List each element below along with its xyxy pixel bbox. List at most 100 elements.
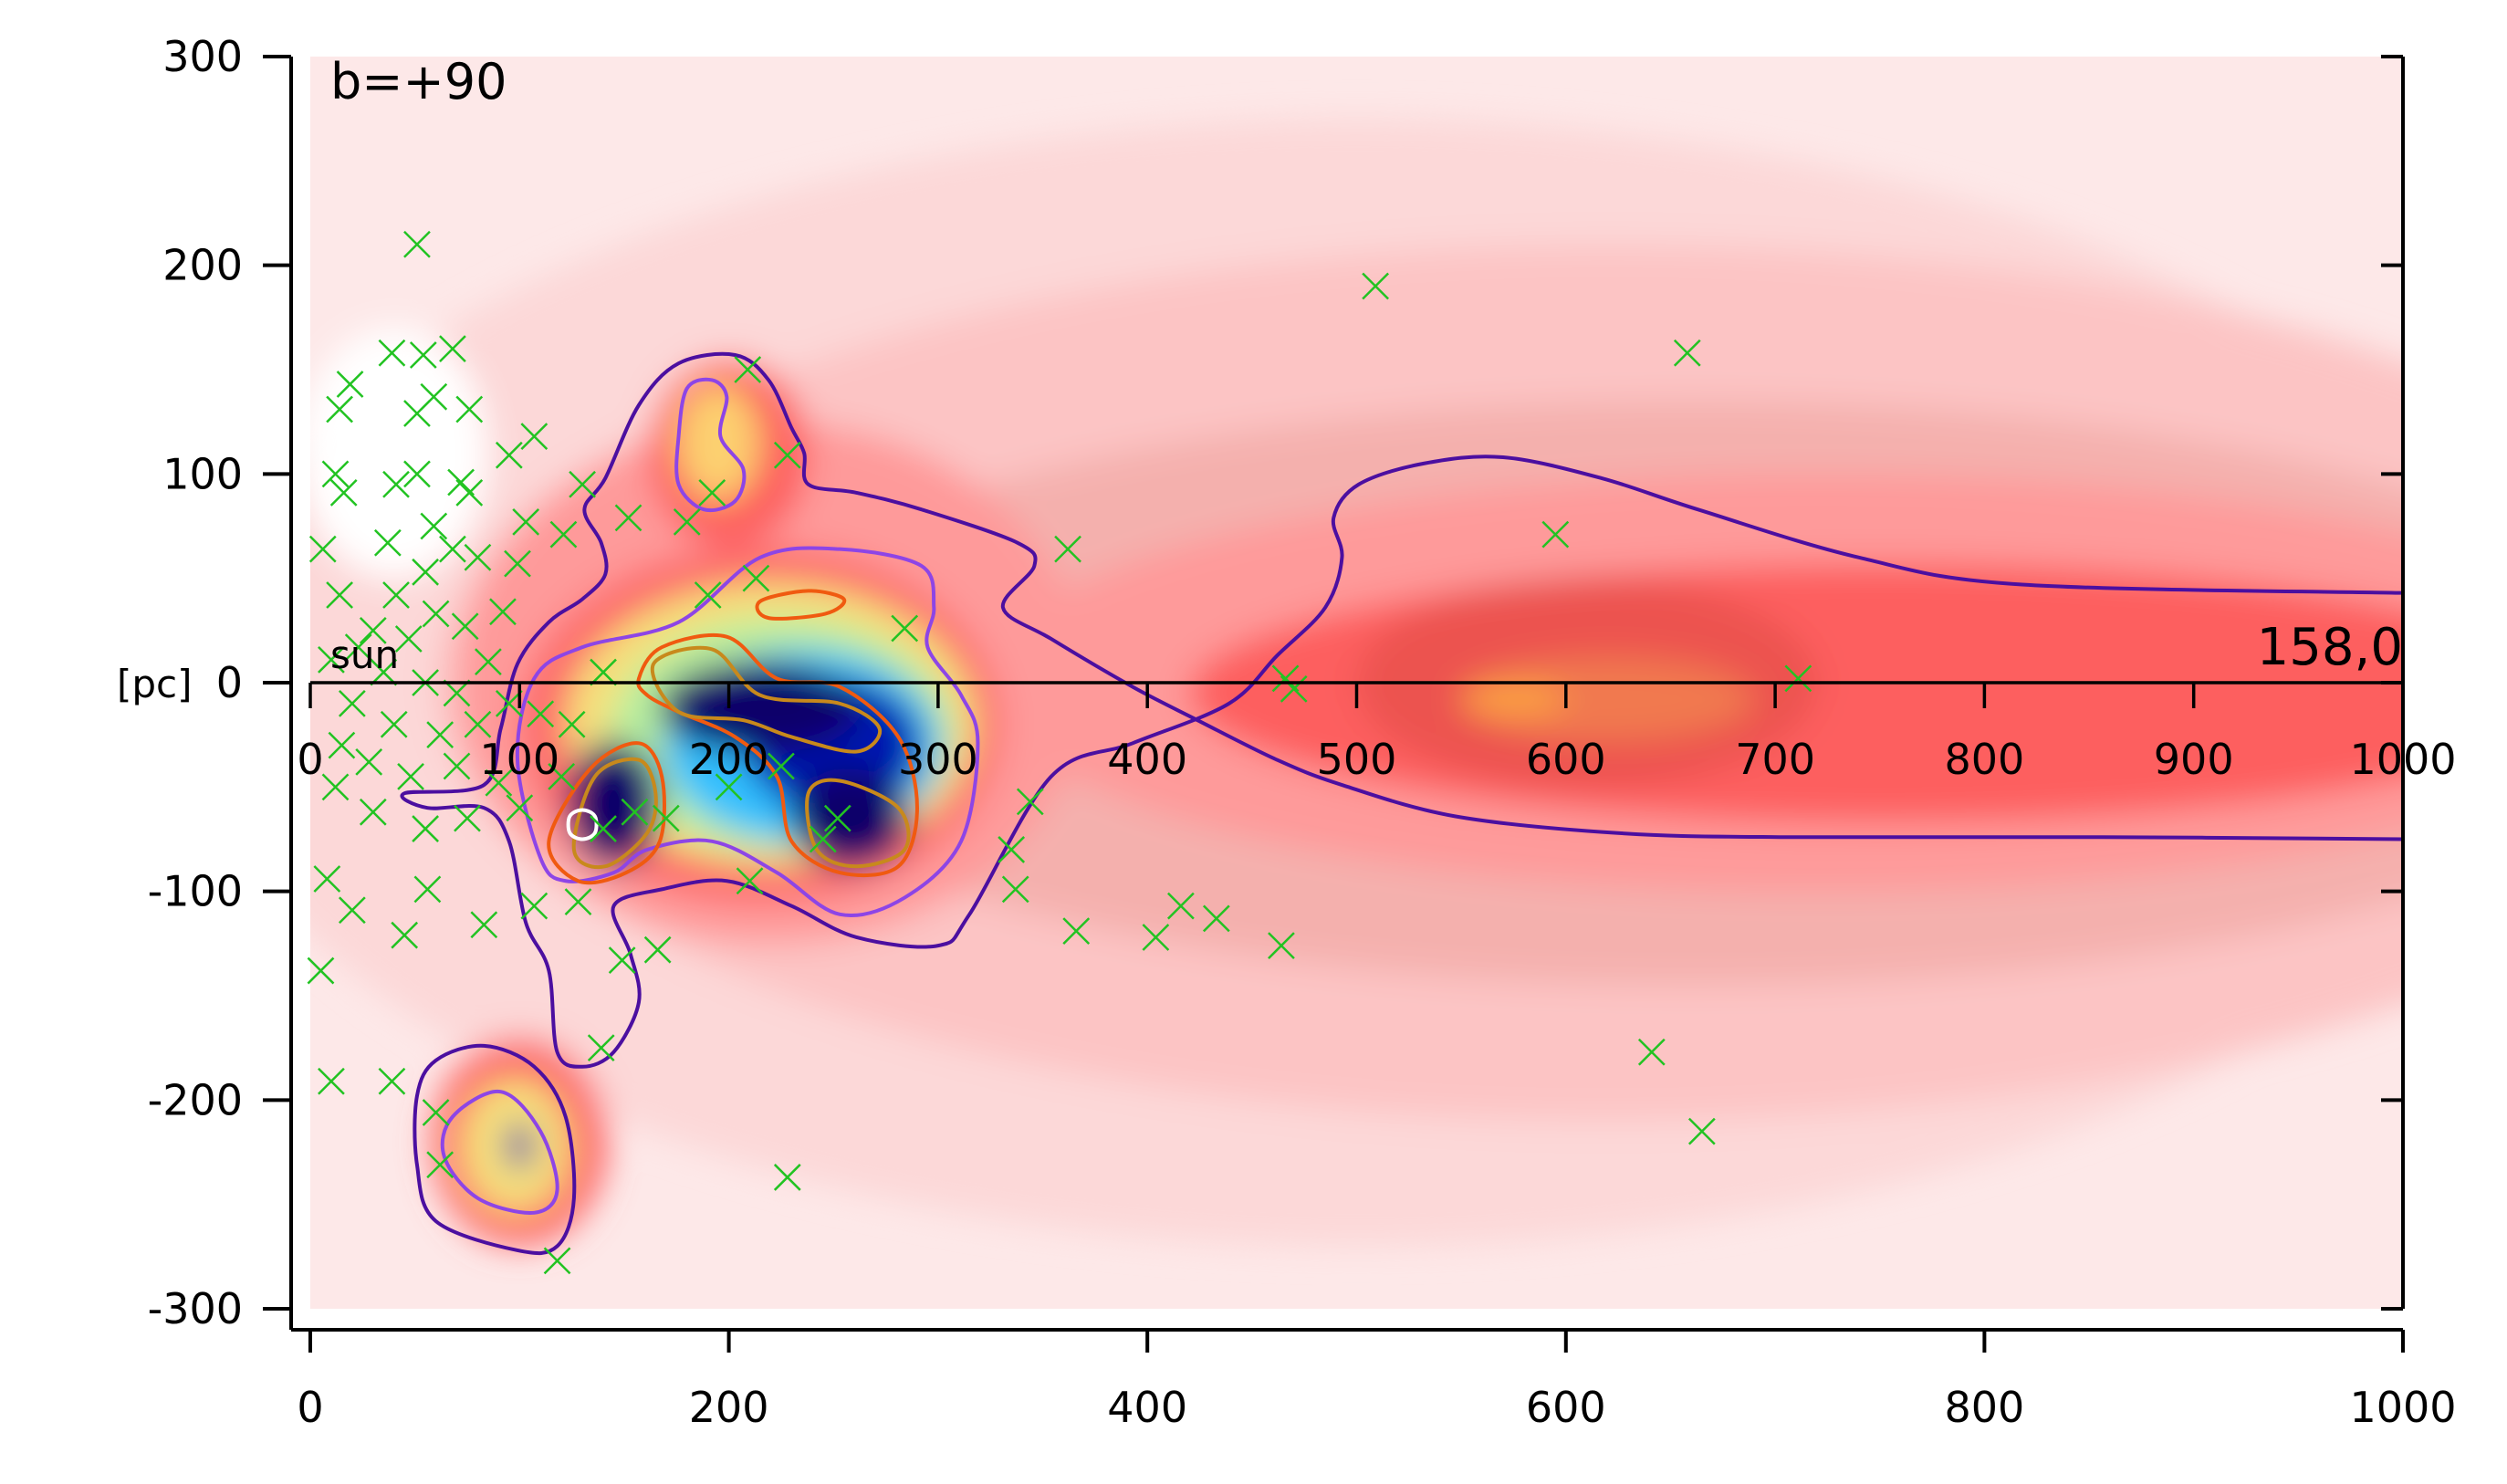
x-tick-label-inner: 200 [689, 735, 769, 784]
contour-gold [805, 778, 911, 869]
density-blob [1461, 657, 1755, 742]
scatter-cross [506, 794, 534, 822]
scatter-cross [495, 441, 523, 469]
scatter-cross [512, 508, 540, 536]
contour-orange [636, 632, 919, 877]
x-tick-label-inner: 300 [898, 735, 978, 784]
scatter-cross [520, 892, 548, 920]
scatter-cross [558, 710, 586, 738]
scatter-cross [403, 230, 431, 258]
scatter-cross [397, 763, 424, 790]
scatter-cross [520, 423, 548, 451]
scatter-cross [412, 558, 439, 586]
scatter-cross [321, 460, 350, 488]
scatter-cross [475, 648, 502, 676]
scatter-cross [455, 479, 484, 507]
scatter-cross [403, 460, 431, 488]
scatter-cross [313, 865, 341, 893]
x-tick-label-bottom: 200 [689, 1383, 769, 1432]
scatter-cross [359, 616, 387, 644]
x-tick-label-inner: 700 [1735, 735, 1815, 784]
contour-gold [650, 645, 883, 754]
scatter-cross [715, 773, 743, 801]
scatter-cross [426, 721, 454, 749]
scatter-cross [1062, 917, 1091, 945]
density-blob [676, 384, 760, 502]
scatter-cross [891, 614, 919, 643]
scatter-cross [734, 356, 762, 383]
scatter-cross [318, 1067, 345, 1095]
scatter-cross [590, 658, 617, 686]
scatter-cross [394, 625, 423, 653]
scatter-cross [307, 956, 335, 985]
scatter-cross [373, 528, 402, 557]
scatter-cross [673, 508, 701, 536]
scatter-cross [422, 600, 450, 628]
scatter-cross [643, 935, 672, 964]
scatter-cross [1016, 788, 1044, 816]
scatter-cross [590, 815, 617, 842]
scatter-cross [543, 1247, 571, 1275]
scatter-cross [443, 679, 471, 707]
scatter-cross [621, 798, 649, 826]
scatter-cross [569, 470, 596, 498]
scatter-cross [608, 946, 636, 975]
scatter-cross [587, 1034, 615, 1062]
scatter-cross [1637, 1038, 1666, 1066]
scatter-cross [326, 395, 353, 423]
scatter-cross [443, 752, 471, 780]
contour-mid [515, 546, 980, 917]
corner-annotation: 158,0 [2257, 618, 2403, 677]
scatter-cross [1280, 674, 1308, 703]
y-tick-label: 200 [162, 241, 243, 290]
scatter-cross [464, 543, 492, 571]
scatter-cross [470, 911, 498, 939]
scatter-cross [321, 773, 350, 801]
scatter-cross [329, 479, 358, 507]
x-tick-label-inner: 800 [1944, 735, 2024, 784]
x-tick-label-bottom: 1000 [2349, 1383, 2456, 1432]
x-tick-label-bottom: 0 [297, 1383, 323, 1432]
scatter-cross [823, 804, 851, 832]
scatter-cross [742, 564, 770, 592]
scatter-cross [1202, 904, 1230, 933]
scatter-cross [614, 504, 642, 532]
scatter-cross [426, 1151, 454, 1179]
scatter-cross [1142, 924, 1170, 951]
contour-outer [400, 351, 2403, 1069]
scatter-cross [378, 1067, 406, 1095]
y-tick-label: -300 [148, 1284, 243, 1333]
density-blob [659, 662, 862, 754]
density-blob [1461, 683, 1566, 716]
sun-label: sun [330, 632, 399, 677]
scatter-cross [370, 658, 398, 686]
scatter-cross [773, 441, 801, 469]
x-tick-label-inner: 0 [297, 735, 323, 784]
scatter-cross [439, 335, 466, 363]
scatter-cross [694, 581, 722, 609]
x-tick-label-bottom: 400 [1107, 1383, 1187, 1432]
scatter-cross [336, 371, 364, 398]
contour-outer [413, 1043, 577, 1256]
scatter-cross [420, 512, 448, 540]
scatter-cross [422, 1099, 450, 1126]
contour-orange [755, 589, 847, 621]
scatter-cross [382, 581, 410, 609]
scatter-cross [338, 896, 366, 925]
scatter-cross [768, 752, 795, 780]
x-tick-label-bottom: 600 [1526, 1383, 1606, 1432]
scatter-cross [1687, 1117, 1716, 1145]
scatter-cross [420, 382, 448, 411]
scatter-cross [338, 689, 366, 717]
unit-label: [pc] [117, 662, 193, 706]
contour-lines [400, 351, 2403, 1256]
scatter-cross [652, 804, 680, 832]
x-tick-label-inner: 100 [479, 735, 559, 784]
x-tick-label-inner: 1000 [2349, 735, 2456, 784]
scatter-cross [698, 479, 726, 507]
scatter-cross [380, 710, 408, 738]
scatter-cross [504, 549, 531, 578]
scatter-cross [409, 341, 437, 369]
